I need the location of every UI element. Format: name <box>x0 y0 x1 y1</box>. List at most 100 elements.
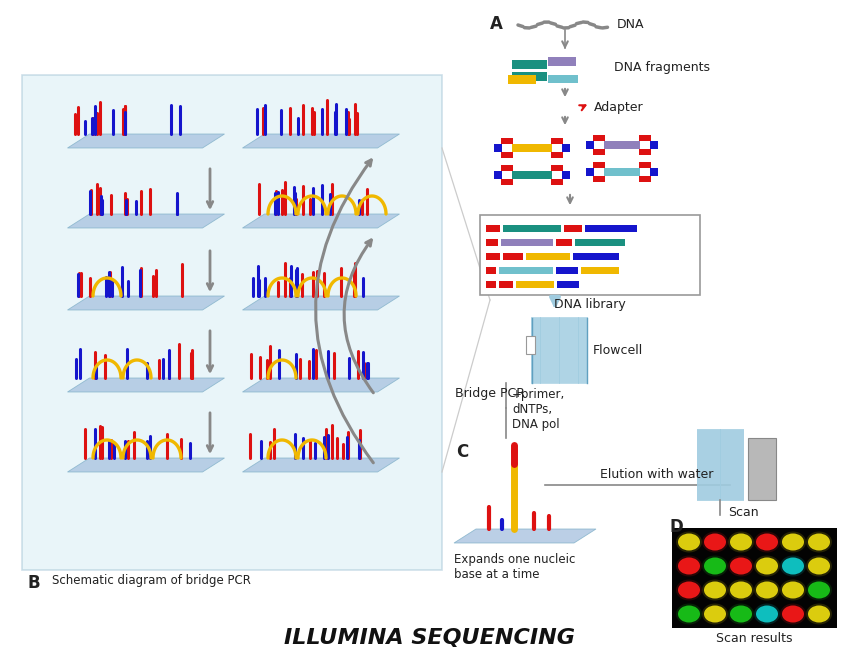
Bar <box>526 253 570 260</box>
Bar <box>486 281 496 288</box>
Bar <box>486 239 498 246</box>
Bar <box>501 152 513 158</box>
Text: Scan results: Scan results <box>717 632 793 645</box>
Ellipse shape <box>704 581 726 599</box>
Bar <box>639 162 651 168</box>
Text: Bridge PCR: Bridge PCR <box>455 387 525 400</box>
Polygon shape <box>67 378 224 392</box>
Ellipse shape <box>730 534 752 550</box>
Bar <box>548 57 576 66</box>
Bar <box>586 168 594 176</box>
Ellipse shape <box>704 605 726 622</box>
Ellipse shape <box>806 532 832 552</box>
Ellipse shape <box>678 581 700 599</box>
Polygon shape <box>242 296 400 310</box>
Ellipse shape <box>678 605 700 622</box>
Ellipse shape <box>702 532 728 552</box>
Ellipse shape <box>806 603 832 624</box>
Polygon shape <box>67 214 224 228</box>
Ellipse shape <box>730 605 752 622</box>
Polygon shape <box>67 134 224 148</box>
Ellipse shape <box>808 605 830 622</box>
Bar <box>551 152 563 158</box>
Ellipse shape <box>756 558 778 575</box>
Bar <box>486 253 500 260</box>
Bar <box>526 336 535 354</box>
Ellipse shape <box>676 603 702 624</box>
Bar <box>501 239 553 246</box>
Bar <box>548 75 578 83</box>
Polygon shape <box>242 134 400 148</box>
Ellipse shape <box>808 558 830 575</box>
Bar <box>512 72 547 81</box>
Bar <box>551 138 563 144</box>
Bar <box>503 253 523 260</box>
Bar <box>501 179 513 185</box>
Ellipse shape <box>782 605 804 622</box>
Ellipse shape <box>808 581 830 599</box>
Text: DNA library: DNA library <box>554 298 626 311</box>
Text: Scan: Scan <box>728 506 758 519</box>
Ellipse shape <box>808 534 830 550</box>
Ellipse shape <box>756 605 778 622</box>
Bar <box>593 135 605 141</box>
Bar <box>604 168 640 176</box>
Bar <box>512 144 552 152</box>
Bar <box>556 267 578 274</box>
Text: C: C <box>456 443 468 461</box>
Ellipse shape <box>702 603 728 624</box>
Bar <box>573 253 619 260</box>
Ellipse shape <box>676 579 702 601</box>
Text: D: D <box>670 518 683 536</box>
Text: Flowcell: Flowcell <box>593 344 643 357</box>
Ellipse shape <box>676 556 702 577</box>
Ellipse shape <box>728 556 754 577</box>
Text: A: A <box>490 15 503 33</box>
Polygon shape <box>242 378 400 392</box>
Bar <box>593 162 605 168</box>
Bar <box>564 225 582 232</box>
Bar <box>562 144 570 152</box>
Ellipse shape <box>704 534 726 550</box>
Ellipse shape <box>702 556 728 577</box>
Ellipse shape <box>756 534 778 550</box>
Ellipse shape <box>678 534 700 550</box>
Bar <box>486 267 496 274</box>
Text: +primer,
dNTPs,
DNA pol: +primer, dNTPs, DNA pol <box>512 388 565 431</box>
Polygon shape <box>67 458 224 472</box>
Ellipse shape <box>730 581 752 599</box>
Bar <box>575 239 625 246</box>
Text: ILLUMINA SEQUENCING: ILLUMINA SEQUENCING <box>285 628 575 648</box>
Ellipse shape <box>676 532 702 552</box>
Ellipse shape <box>780 556 806 577</box>
Bar <box>503 225 561 232</box>
Bar <box>508 75 536 84</box>
Ellipse shape <box>782 581 804 599</box>
Bar <box>639 149 651 155</box>
Bar <box>494 144 502 152</box>
Ellipse shape <box>704 558 726 575</box>
Bar <box>499 281 513 288</box>
Bar <box>494 171 502 179</box>
Ellipse shape <box>782 558 804 575</box>
Ellipse shape <box>754 579 780 601</box>
Bar <box>593 176 605 182</box>
Bar <box>512 171 552 179</box>
Ellipse shape <box>702 579 728 601</box>
Ellipse shape <box>806 556 832 577</box>
Ellipse shape <box>780 532 806 552</box>
Ellipse shape <box>780 579 806 601</box>
Ellipse shape <box>806 579 832 601</box>
Ellipse shape <box>728 603 754 624</box>
Ellipse shape <box>730 558 752 575</box>
Ellipse shape <box>754 603 780 624</box>
Bar <box>639 176 651 182</box>
Bar <box>604 141 640 149</box>
Bar <box>480 215 700 295</box>
Text: Expands one nucleic
base at a time: Expands one nucleic base at a time <box>454 553 575 581</box>
Polygon shape <box>242 458 400 472</box>
Polygon shape <box>454 529 596 543</box>
Bar <box>551 165 563 171</box>
Ellipse shape <box>782 534 804 550</box>
Text: B: B <box>28 574 41 592</box>
